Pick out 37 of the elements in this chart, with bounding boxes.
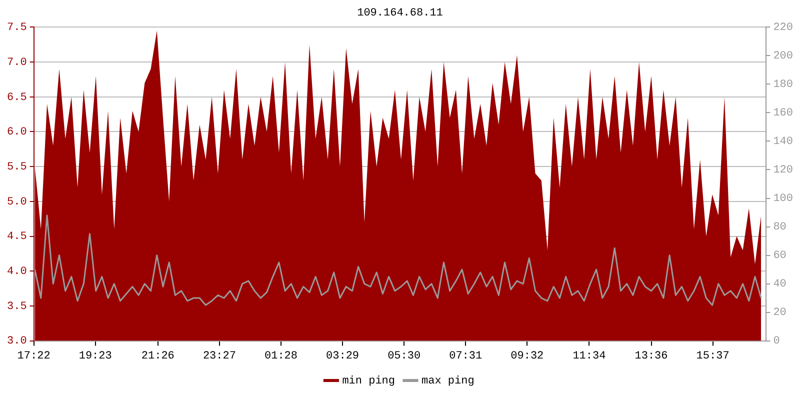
x-tick-label: 09:32 [510,350,544,362]
y2-tick-label: 100 [773,193,794,206]
y2-tick-label: 120 [773,164,794,177]
x-tick-label: 21:26 [141,350,174,362]
legend-label: max ping [422,375,474,388]
x-tick-label: 01:28 [264,350,298,362]
y-tick-label: 5.5 [6,161,27,174]
y2-tick-label: 80 [773,222,786,234]
y2-tick-label: 20 [773,307,786,320]
y2-tick-label: 60 [773,250,786,262]
y2-tick-label: 220 [773,22,794,34]
y-tick-label: 3.5 [6,300,27,313]
y-tick-label: 6.5 [6,92,27,104]
y2-tick-label: 40 [773,278,786,291]
x-tick-label: 03:29 [326,350,360,362]
y-tick-label: 5.0 [6,196,27,208]
y-tick-label: 3.0 [6,336,27,348]
y2-tick-label: 200 [773,50,794,63]
y-tick-label: 6.0 [6,126,27,139]
x-tick-label: 17:22 [17,350,50,362]
y2-tick-label: 140 [773,136,794,148]
y-tick-label: 4.5 [6,231,27,244]
x-tick-label: 11:34 [572,350,606,362]
x-tick-label: 05:30 [388,350,421,362]
x-tick-label: 19:23 [78,350,112,362]
legend-label: min ping [342,375,396,388]
x-tick-label: 15:37 [696,350,730,362]
y-tick-label: 4.0 [6,266,27,278]
x-tick-label: 23:27 [202,350,236,362]
y2-tick-label: 180 [773,79,794,92]
chart-title: 109.164.68.11 [357,8,444,20]
y-tick-label: 7.5 [6,22,27,34]
x-tick-label: 13:36 [634,350,668,362]
y-tick-label: 7.0 [6,56,27,69]
x-tick-label: 07:31 [449,350,483,362]
y2-tick-label: 0 [773,336,780,348]
y2-tick-label: 160 [773,108,794,120]
